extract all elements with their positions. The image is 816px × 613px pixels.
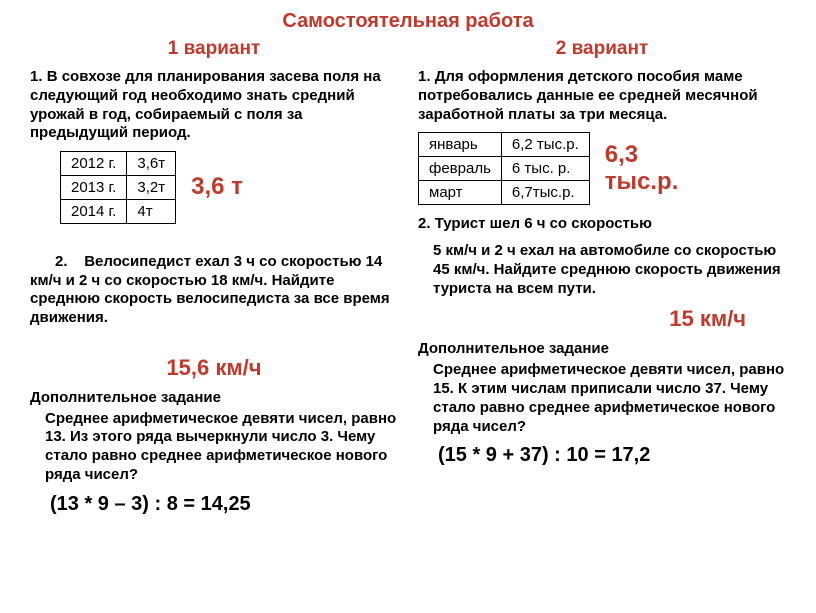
left-extra-task: Среднее арифметическое девяти чисел, рав… <box>45 410 398 485</box>
right-table-wrap: январь 6,2 тыс.р. февраль 6 тыс. р. март… <box>418 132 786 205</box>
cell: 6 тыс. р. <box>501 157 589 181</box>
cell: 2014 г. <box>61 200 127 224</box>
left-table: 2012 г. 3,6т 2013 г. 3,2т 2014 г. 4т <box>60 151 176 224</box>
cell: 6,7тыс.р. <box>501 181 589 205</box>
right-answer1: 6,3 тыс.р. <box>605 142 679 195</box>
right-answer2: 15 км/ч <box>418 306 746 332</box>
table-row: февраль 6 тыс. р. <box>419 157 590 181</box>
right-extra-task: Среднее арифметическое девяти чисел, рав… <box>433 361 786 436</box>
right-extra-label: Дополнительное задание <box>418 340 786 357</box>
r-task2-num: 2. <box>418 215 431 232</box>
left-answer2: 15,6 км/ч <box>30 355 398 381</box>
right-column: 2 вариант 1. Для оформления детского пос… <box>418 38 786 516</box>
cell: март <box>419 181 502 205</box>
left-extra-answer: (13 * 9 – 3) : 8 = 14,25 <box>50 493 398 516</box>
left-extra-label: Дополнительное задание <box>30 389 398 406</box>
variant-1-label: 1 вариант <box>30 38 398 60</box>
right-task2: 2. Турист шел 6 ч со скоростью <box>418 215 786 234</box>
left-answer1: 3,6 т <box>191 174 243 200</box>
columns-wrap: 1 вариант 1. В совхозе для планирования … <box>30 38 786 516</box>
right-task1: 1. Для оформления детского пособия маме … <box>418 68 786 124</box>
right-task2-cont: 5 км/ч и 2 ч ехал на автомобиле со скоро… <box>433 242 786 298</box>
table-row: март 6,7тыс.р. <box>419 181 590 205</box>
answer1-line1: 6,3 <box>605 141 638 168</box>
right-table: январь 6,2 тыс.р. февраль 6 тыс. р. март… <box>418 132 590 205</box>
task1-text: В совхозе для планирования засева поля н… <box>30 68 381 141</box>
cell: февраль <box>419 157 502 181</box>
right-extra-answer: (15 * 9 + 37) : 10 = 17,2 <box>438 444 786 467</box>
cell: 3,6т <box>127 152 176 176</box>
cell: 4т <box>127 200 176 224</box>
left-table-wrap: 2012 г. 3,6т 2013 г. 3,2т 2014 г. 4т 3,6… <box>30 151 398 224</box>
table-row: январь 6,2 тыс.р. <box>419 133 590 157</box>
task2-num: 2. <box>55 253 68 270</box>
answer1-line2: тыс.р. <box>605 168 679 195</box>
table-row: 2014 г. 4т <box>61 200 176 224</box>
left-column: 1 вариант 1. В совхозе для планирования … <box>30 38 398 516</box>
cell: 3,2т <box>127 176 176 200</box>
r-task1-num: 1. <box>418 68 431 85</box>
task2-text: Велосипедист ехал 3 ч со скоростью 14 км… <box>30 253 394 326</box>
cell: январь <box>419 133 502 157</box>
table-row: 2013 г. 3,2т <box>61 176 176 200</box>
r-task1-text: Для оформления детского пособия маме пот… <box>418 68 758 123</box>
r-task2-line1: Турист шел 6 ч со скоростью <box>435 215 652 232</box>
task1-num: 1. <box>30 68 43 85</box>
page-title: Самостоятельная работа <box>30 10 786 33</box>
variant-2-label: 2 вариант <box>418 38 786 60</box>
left-task1: 1. В совхозе для планирования засева пол… <box>30 68 398 143</box>
left-task2: 2. Велосипедист ехал 3 ч со скоростью 14… <box>30 234 398 347</box>
cell: 2013 г. <box>61 176 127 200</box>
cell: 6,2 тыс.р. <box>501 133 589 157</box>
table-row: 2012 г. 3,6т <box>61 152 176 176</box>
cell: 2012 г. <box>61 152 127 176</box>
